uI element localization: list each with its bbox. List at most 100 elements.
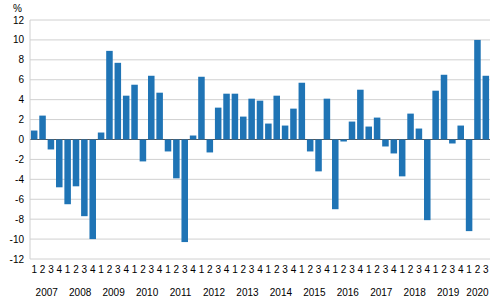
x-group-label: 2012: [203, 287, 226, 298]
x-tick-label: 4: [424, 264, 430, 275]
x-tick-label: 1: [232, 264, 238, 275]
x-tick-label: 4: [358, 264, 364, 275]
bar: [407, 114, 414, 140]
grid-line: [30, 239, 490, 240]
bar: [48, 140, 55, 150]
bar: [391, 140, 398, 154]
bar: [416, 129, 423, 140]
y-tick-label: -8: [15, 214, 24, 225]
bar: [349, 122, 356, 140]
grid-line: [30, 59, 490, 60]
x-tick-label: 1: [65, 264, 71, 275]
x-tick-label: 4: [90, 264, 96, 275]
bar: [332, 140, 339, 210]
grid-line: [30, 179, 490, 180]
x-tick-label: 3: [82, 264, 88, 275]
x-tick-label: 1: [433, 264, 439, 275]
x-group-label: 2015: [303, 287, 326, 298]
y-tick-label: 10: [13, 34, 25, 45]
x-tick-label: 1: [366, 264, 372, 275]
x-tick-label: 2: [441, 264, 447, 275]
x-tick-label: 2: [40, 264, 46, 275]
y-tick-label: 0: [18, 134, 24, 145]
grid-line: [30, 99, 490, 100]
y-tick-label: 6: [18, 74, 24, 85]
bar: [290, 109, 297, 140]
x-tick-label: 2: [140, 264, 146, 275]
y-tick-label: 2: [18, 114, 24, 125]
bar: [223, 94, 230, 140]
bar: [424, 140, 431, 221]
grid-line: [30, 199, 490, 200]
x-tick-label: 4: [157, 264, 163, 275]
bar: [181, 140, 188, 243]
x-tick-label: 3: [483, 264, 489, 275]
x-tick-label: 4: [56, 264, 62, 275]
y-axis-line: [30, 20, 31, 259]
x-tick-label: 4: [224, 264, 230, 275]
bar: [324, 99, 331, 140]
x-group-label: 2014: [270, 287, 293, 298]
bar: [449, 140, 456, 144]
y-tick-label: -2: [15, 154, 24, 165]
x-tick-label: 2: [207, 264, 213, 275]
x-group-label: 2013: [236, 287, 259, 298]
x-group-label: 2011: [170, 287, 192, 298]
y-axis-label: %: [13, 3, 22, 14]
x-tick-label: 3: [249, 264, 255, 275]
x-tick-label: 2: [374, 264, 380, 275]
bar: [123, 96, 130, 140]
x-tick-label: 2: [408, 264, 414, 275]
bar: [340, 140, 347, 142]
bar: [56, 140, 63, 188]
y-tick-label: 8: [18, 54, 24, 65]
chart: -12-10-8-6-4-2024681012%1234123412341234…: [0, 0, 493, 306]
bar: [483, 76, 490, 140]
x-tick-label: 3: [349, 264, 355, 275]
grid-line: [30, 79, 490, 80]
grid-line: [30, 219, 490, 220]
x-tick-label: 1: [399, 264, 405, 275]
bar: [98, 133, 105, 140]
y-tick-label: -12: [10, 254, 25, 265]
x-tick-label: 2: [341, 264, 347, 275]
x-tick-label: 4: [257, 264, 263, 275]
x-group-label: 2007: [36, 287, 59, 298]
bar: [140, 140, 147, 162]
bar: [265, 124, 272, 140]
bar: [299, 83, 306, 140]
x-tick-label: 3: [148, 264, 154, 275]
bar: [273, 96, 280, 140]
bar: [131, 85, 138, 140]
x-tick-label: 1: [132, 264, 138, 275]
bar: [382, 140, 389, 147]
bar: [148, 76, 155, 140]
x-tick-label: 1: [299, 264, 305, 275]
x-tick-label: 3: [182, 264, 188, 275]
bar: [466, 140, 473, 232]
x-tick-label: 1: [98, 264, 104, 275]
bar: [89, 140, 96, 240]
bar: [64, 140, 71, 205]
bar: [365, 127, 372, 140]
bar: [240, 117, 247, 140]
bar: [357, 90, 364, 140]
y-tick-label: 4: [18, 94, 24, 105]
x-group-label: 2018: [404, 287, 427, 298]
x-group-label: 2010: [136, 287, 159, 298]
bar: [457, 126, 464, 140]
x-tick-label: 4: [291, 264, 297, 275]
x-group-label: 2016: [337, 287, 360, 298]
x-tick-label: 3: [416, 264, 422, 275]
x-tick-label: 4: [190, 264, 196, 275]
bar: [399, 140, 406, 177]
x-tick-label: 3: [48, 264, 54, 275]
bar: [173, 140, 180, 179]
x-group-label: 2009: [103, 287, 126, 298]
x-tick-label: 4: [324, 264, 330, 275]
bar: [115, 63, 122, 140]
grid-line: [30, 20, 490, 21]
x-tick-label: 1: [31, 264, 37, 275]
x-tick-label: 3: [215, 264, 221, 275]
bar: [374, 118, 381, 140]
